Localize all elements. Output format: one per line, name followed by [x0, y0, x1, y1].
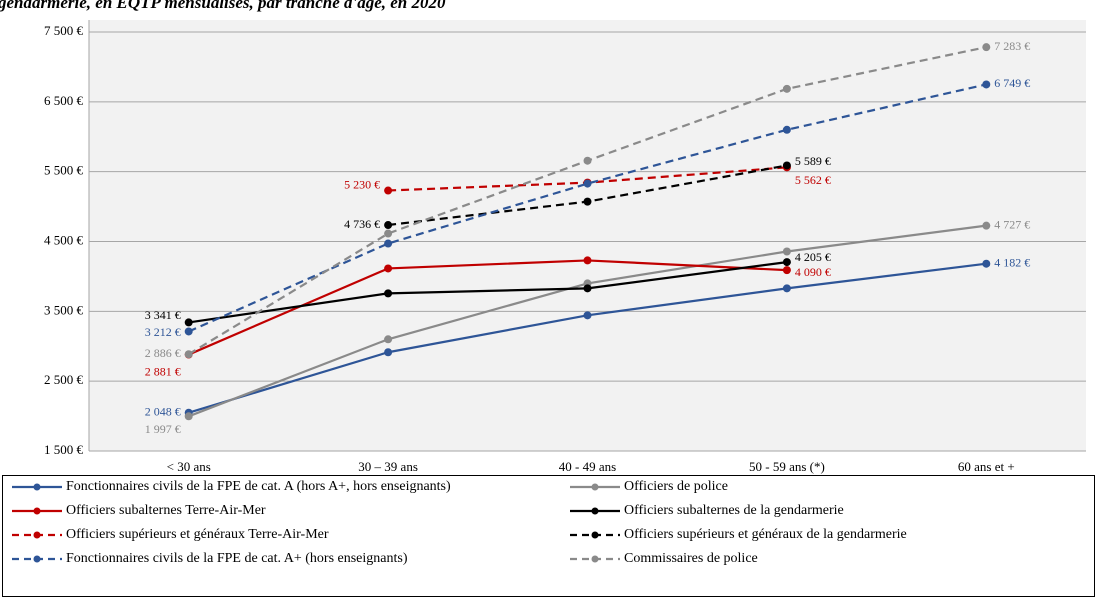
x-tick-label: 50 - 59 ans (*)	[749, 459, 825, 474]
data-label: 2 048 €	[145, 404, 181, 418]
data-point	[184, 350, 193, 359]
legend-label: Fonctionnaires civils de la FPE de cat. …	[66, 479, 451, 494]
data-point	[583, 156, 592, 165]
legend-label: Officiers subalternes Terre-Air-Mer	[66, 503, 266, 518]
data-label: 6 749 €	[994, 76, 1030, 90]
legend-label: Commissaires de police	[624, 551, 758, 566]
data-point	[782, 284, 791, 293]
data-point	[782, 84, 791, 93]
legend-marker	[33, 507, 41, 515]
data-point	[782, 161, 791, 170]
data-point	[982, 259, 991, 268]
data-label: 2 886 €	[145, 346, 181, 360]
data-label: 7 283 €	[994, 39, 1030, 53]
data-point	[184, 318, 193, 327]
legend-label: Officiers subalternes de la gendarmerie	[624, 503, 844, 518]
legend-label: Officiers de police	[624, 479, 728, 494]
data-point	[384, 229, 393, 238]
y-tick-label: 5 500 €	[44, 163, 84, 178]
plot-area	[89, 20, 1086, 451]
legend-marker	[591, 531, 599, 539]
data-point	[782, 125, 791, 134]
data-point	[782, 258, 791, 267]
data-label: 1 997 €	[145, 422, 181, 436]
data-point	[982, 221, 991, 230]
legend-marker	[33, 531, 41, 539]
data-point	[782, 266, 791, 275]
legend-marker	[33, 483, 41, 491]
data-point	[982, 80, 991, 89]
y-tick-label: 6 500 €	[44, 93, 84, 108]
data-label: 3 212 €	[145, 325, 181, 339]
legend-marker	[33, 555, 41, 563]
data-label: 4 182 €	[994, 255, 1030, 269]
y-tick-label: 4 500 €	[44, 232, 84, 247]
y-tick-label: 7 500 €	[44, 23, 84, 38]
data-point	[583, 179, 592, 188]
y-tick-label: 1 500 €	[44, 442, 84, 457]
data-point	[384, 335, 393, 344]
legend-label: Officiers supérieurs et généraux Terre-A…	[66, 527, 329, 542]
data-point	[384, 239, 393, 248]
series-line	[188, 261, 788, 324]
data-point	[384, 289, 393, 298]
x-tick-label: 40 - 49 ans	[559, 459, 616, 474]
data-point	[583, 256, 592, 265]
data-point	[583, 311, 592, 320]
data-point	[583, 284, 592, 293]
data-point	[384, 186, 393, 195]
legend-label: Officiers supérieurs et généraux de la g…	[624, 527, 907, 542]
data-label: 5 562 €	[795, 173, 831, 187]
x-tick-label: 60 ans et +	[958, 459, 1015, 474]
data-point	[184, 412, 193, 421]
y-tick-label: 3 500 €	[44, 302, 84, 317]
data-label: 4 727 €	[994, 217, 1030, 231]
data-point	[583, 197, 592, 206]
data-point	[384, 348, 393, 357]
x-tick-label: < 30 ans	[167, 459, 211, 474]
data-point	[184, 327, 193, 336]
legend-marker	[591, 555, 599, 563]
data-point	[982, 43, 991, 52]
data-label: 4 736 €	[344, 217, 380, 231]
data-point	[782, 247, 791, 256]
data-label: 5 589 €	[795, 154, 831, 168]
data-label: 4 090 €	[795, 265, 831, 279]
data-label: 4 205 €	[795, 250, 831, 264]
data-label: 2 881 €	[145, 364, 181, 378]
legend-marker	[591, 483, 599, 491]
series-line	[188, 83, 987, 333]
data-label: 3 341 €	[145, 308, 181, 322]
data-point	[384, 264, 393, 273]
legend-marker	[591, 507, 599, 515]
legend-label: Fonctionnaires civils de la FPE de cat. …	[66, 551, 408, 566]
series-line	[188, 259, 787, 356]
chart-title: gendarmerie, en EQTP mensualisés, par tr…	[0, 0, 446, 12]
data-label: 5 230 €	[344, 177, 380, 191]
legend-box	[2, 475, 1095, 597]
x-tick-label: 30 – 39 ans	[358, 459, 418, 474]
y-tick-label: 2 500 €	[44, 372, 84, 387]
data-point	[384, 221, 393, 230]
